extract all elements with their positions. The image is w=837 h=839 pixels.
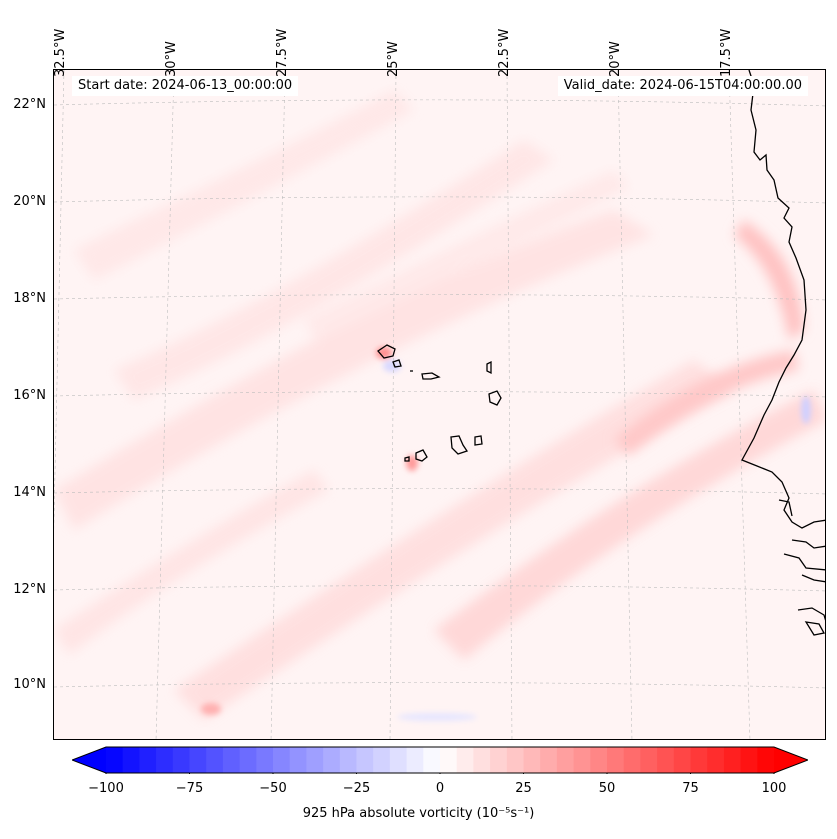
colorbar-segment: [122, 747, 140, 773]
cape-verde-islands: [377, 344, 502, 462]
map-panel: [53, 69, 826, 740]
colorbar-tick-label: 25: [515, 781, 532, 796]
colorbar-tick-label: −50: [259, 781, 287, 796]
colorbar-segment: [490, 747, 508, 773]
colorbar-segment: [707, 747, 725, 773]
african-coastline: [741, 70, 825, 636]
colorbar-segment: [440, 747, 458, 773]
colorbar: [72, 746, 808, 774]
colorbar-segment: [640, 747, 658, 773]
lat-label: 18°N: [13, 291, 46, 306]
colorbar-segment: [256, 747, 274, 773]
colorbar-segment: [506, 747, 524, 773]
colorbar-tick-label: −100: [88, 781, 124, 796]
lon-label: 20°W: [608, 41, 623, 77]
colorbar-segment: [573, 747, 591, 773]
colorbar-segment: [607, 747, 625, 773]
colorbar-segment: [323, 747, 341, 773]
colorbar-segment: [106, 747, 124, 773]
colorbar-tick-label: 100: [761, 781, 787, 796]
colorbar-extend-min: [72, 747, 106, 773]
colorbar-segment: [523, 747, 541, 773]
lat-label: 14°N: [13, 485, 46, 500]
colorbar-segment: [289, 747, 307, 773]
colorbar-segment: [556, 747, 575, 773]
colorbar-segment: [723, 747, 742, 773]
colorbar-segment: [189, 747, 207, 773]
colorbar-segment: [156, 747, 174, 773]
colorbar-tick-label: 75: [682, 781, 699, 796]
colorbar-segment: [389, 747, 408, 773]
colorbar-segment: [273, 747, 291, 773]
colorbar-segment: [239, 747, 257, 773]
colorbar-segment: [690, 747, 708, 773]
lat-label: 20°N: [13, 194, 46, 209]
gridlines: [54, 70, 825, 739]
colorbar-segment: [623, 747, 641, 773]
start-date-label: Start date: 2024-06-13_00:00:00: [72, 76, 299, 96]
colorbar-segment: [222, 747, 241, 773]
lon-label: 30°W: [164, 41, 179, 77]
colorbar-tick-label: 0: [435, 781, 445, 796]
colorbar-extend-max: [774, 747, 808, 773]
colorbar-segment: [673, 747, 691, 773]
colorbar-segment: [306, 747, 324, 773]
colorbar-segment: [356, 747, 374, 773]
vorticity-field-background: [54, 70, 825, 739]
lat-label: 22°N: [13, 97, 46, 112]
lon-label: 27.5°W: [275, 28, 290, 77]
valid-date-label: Valid_date: 2024-06-15T04:00:00.00: [557, 76, 808, 96]
vorticity-streaks: [54, 90, 825, 720]
colorbar-tick-label: 50: [598, 781, 616, 796]
colorbar-segment: [339, 747, 357, 773]
lat-label: 10°N: [13, 677, 46, 692]
coastal-vorticity-band: [614, 220, 804, 455]
colorbar-tick-label: −25: [342, 781, 371, 796]
lon-label: 32.5°W: [53, 28, 68, 77]
colorbar-segment: [657, 747, 675, 773]
lon-label: 22.5°W: [497, 28, 512, 77]
lon-label: 17.5°W: [719, 28, 734, 77]
lon-label: 25°W: [386, 41, 401, 77]
colorbar-segment: [590, 747, 608, 773]
vorticity-map: [54, 70, 825, 739]
colorbar-segment: [456, 747, 474, 773]
colorbar-segment: [406, 747, 424, 773]
colorbar-segment: [172, 747, 190, 773]
lat-label: 16°N: [13, 388, 46, 403]
colorbar-segment: [206, 747, 224, 773]
colorbar-tick-label: −75: [175, 781, 204, 796]
colorbar-segment: [423, 747, 441, 773]
colorbar-segment: [139, 747, 157, 773]
colorbar-segment: [757, 747, 775, 773]
colorbar-segment: [373, 747, 391, 773]
colorbar-label: 925 hPa absolute vorticity (10⁻⁵s⁻¹): [302, 806, 535, 821]
lat-label: 12°N: [13, 582, 46, 597]
colorbar-segment: [473, 747, 491, 773]
colorbar-segment: [740, 747, 758, 773]
colorbar-segment: [540, 747, 558, 773]
